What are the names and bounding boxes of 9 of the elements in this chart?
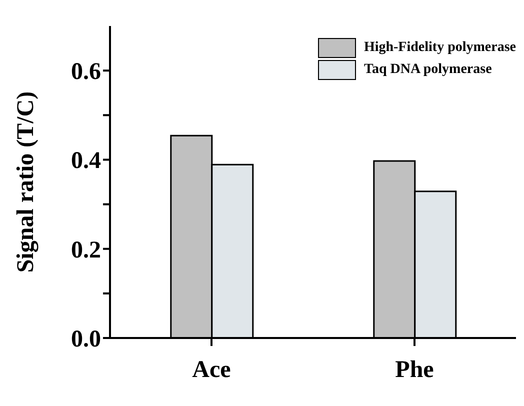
legend-label: High-Fidelity polymerase [364, 40, 516, 56]
x-tick-label: Ace [192, 357, 232, 384]
x-tick-label: Phe [395, 357, 434, 384]
y-tick-label: 0.4 [71, 148, 101, 174]
y-tick-label: 0.2 [71, 237, 101, 264]
y-axis-title: Signal ratio (T/C) [13, 91, 39, 273]
y-tick-label: 0.0 [71, 326, 101, 353]
y-tick-label: 0.6 [71, 59, 101, 86]
legend-label: Taq DNA polymerase [364, 62, 492, 78]
